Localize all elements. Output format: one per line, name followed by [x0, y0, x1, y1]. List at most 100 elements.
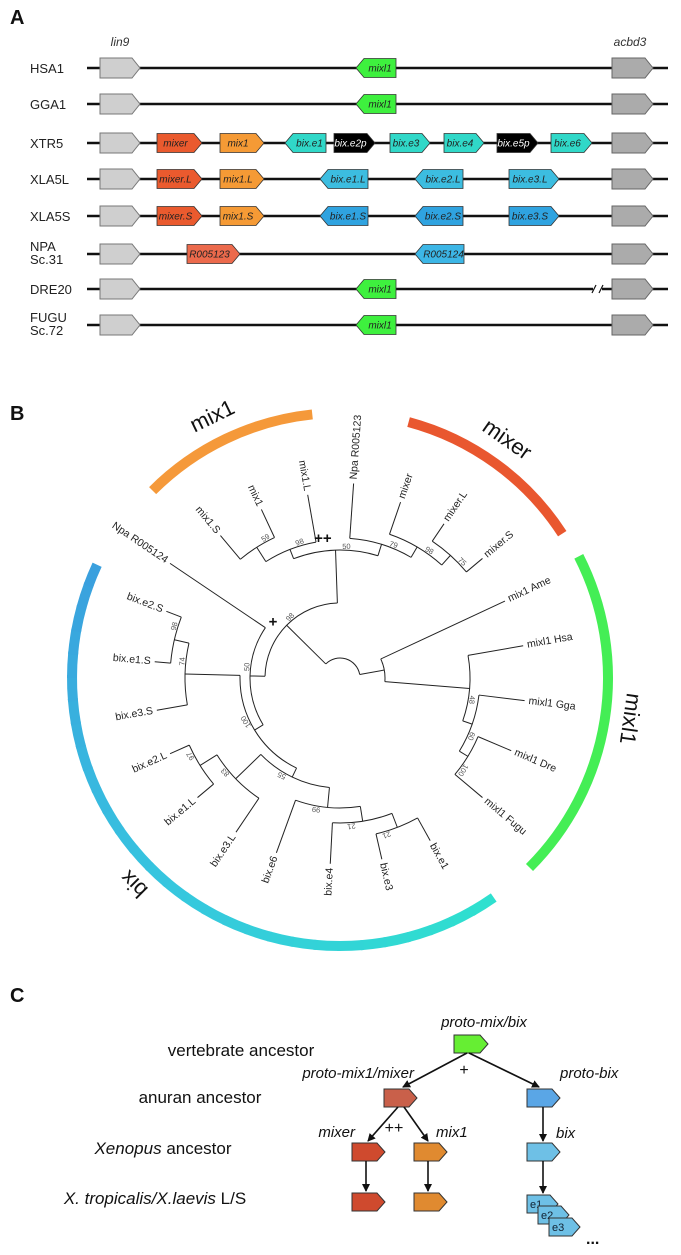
leaf-label: bix.e1.S [112, 652, 151, 667]
tree-branch [377, 544, 382, 556]
tree-branch [275, 799, 297, 853]
panel-b-phylogeny: mix1.S mix1 59 mix1.L 98 mixer.L mixer.S 75 mixe… [67, 394, 647, 951]
clade-label: bix [115, 865, 153, 903]
leaf-label: mixl1 Gga [528, 695, 577, 713]
clade-arc-segment [102, 807, 125, 835]
acbd3-gene [611, 132, 654, 154]
locus-row: FUGU Sc.72 mixl1 [30, 310, 668, 338]
gene-arrow [414, 169, 464, 189]
tree-branch [166, 610, 182, 618]
gene-label: mix1.S [223, 212, 254, 223]
clade-arc-segment [181, 891, 209, 915]
tree-branch [256, 547, 267, 562]
locus-name-line: NPA [30, 239, 56, 254]
gene-mixer-extant [351, 1192, 386, 1212]
lineage-arrow [468, 1052, 540, 1088]
gene-proto-bix [526, 1088, 561, 1108]
leaf-label: mix1 Ame [506, 574, 553, 604]
bootstrap-value: 59 [260, 532, 272, 544]
leaf-label: mixl1 Hsa [526, 631, 574, 651]
leaf-label: bix.e1.L [162, 795, 198, 828]
tree-branch [431, 523, 445, 542]
bootstrap-value: 98 [169, 621, 180, 631]
acbd3-gene [611, 314, 654, 336]
locus-name-line: XTR5 [30, 136, 63, 151]
tree-branch [410, 546, 418, 558]
bootstrap-value: 100 [239, 714, 253, 729]
gene-arrow [156, 133, 203, 153]
clade-arc-segment [289, 936, 318, 950]
stage-xenopus-italic: Xenopus [93, 1139, 162, 1158]
gene-arrow [496, 133, 539, 153]
leaf-label: mix1.L [296, 459, 313, 492]
tree-branch [478, 694, 525, 702]
clade-arc: mix1 [149, 394, 313, 495]
stage-extant-italic: X. tropicalis/X.laevis [63, 1189, 217, 1208]
gene-label: bix.e2.L [425, 175, 460, 186]
acbd3-gene [611, 168, 654, 190]
clade-arc-segment [67, 675, 79, 702]
tree-branch [349, 483, 355, 539]
bootstrap-value: 99 [312, 805, 321, 815]
gene-arrow [414, 244, 465, 264]
tree-branch [329, 822, 333, 864]
gene-label: bix.e3.L [512, 175, 547, 186]
bootstrap-value: 50 [242, 663, 251, 672]
gene-arrow [550, 133, 593, 153]
bootstrap-value: 55 [276, 770, 287, 782]
lin9-gene [99, 57, 141, 79]
leaf-label: mix1.S [193, 504, 223, 536]
gene-label: bix.e5p [497, 139, 530, 150]
locus-row: XLA5L mixer.L mix1.L bix.e1.L bix.e2.L bix.e3… [30, 168, 668, 190]
locus-name: XTR5 [30, 136, 63, 151]
gene-label: mixl1 [368, 100, 391, 111]
clade-arc: mixer [407, 413, 567, 537]
bootstrap-value: 100 [456, 763, 470, 778]
clade-arc-segment [266, 931, 295, 947]
acbd3-gene [611, 278, 654, 300]
leaf-label: bix.e3 [377, 862, 395, 892]
gene-label: mixer.S [159, 212, 193, 223]
tree-branch [380, 600, 506, 660]
gene-proto-mix1-mixer-label: proto-mix1/mixer [301, 1065, 415, 1082]
duplication-mark: + [269, 613, 278, 630]
clade-arc-segment [162, 877, 190, 902]
locus-name-line: XLA5L [30, 172, 69, 187]
tree-branch [235, 754, 262, 780]
clade-arc: mixl1 [525, 554, 647, 872]
event-second-duplication: ++ [385, 1120, 404, 1137]
gene-label: R005123 [189, 250, 230, 261]
tree-branch [199, 754, 218, 766]
gene-mixer-xenopus-ancestor [351, 1142, 386, 1162]
gene-arrow [219, 206, 265, 226]
tree-branch-arc [389, 533, 443, 566]
bootstrap-value: 48 [467, 695, 477, 704]
tree-branch-arc [293, 549, 379, 560]
locus-name-line: Sc.72 [30, 323, 63, 338]
tree-branch [169, 744, 190, 755]
gene-label: bix.e6 [554, 139, 581, 150]
acbd3-gene [611, 57, 654, 79]
tree-branch [291, 767, 298, 778]
bootstrap-value: 74 [177, 657, 186, 666]
tree-branch [260, 509, 275, 538]
clade-arc-segment [71, 604, 87, 633]
clade-arc-segment [70, 720, 86, 749]
gene-label: mixer.L [159, 175, 191, 186]
lin9-gene [99, 314, 141, 336]
leaf-label: mixer.S [482, 529, 517, 561]
leaf-label: mixer [396, 472, 416, 501]
gene-proto-mix1-mixer [383, 1088, 418, 1108]
tree-branch [327, 787, 330, 808]
clade-arc-segment [448, 905, 477, 927]
gene-proto-mix-bix [453, 1034, 489, 1054]
locus-name: HSA1 [30, 61, 64, 76]
leaf-label: Npa R005124 [110, 520, 171, 566]
flank-left-label: lin9 [111, 35, 130, 49]
gene-mix1-label: mix1 [436, 1124, 468, 1141]
panel-a-letter: A [10, 7, 24, 29]
gene-arrow [389, 133, 431, 153]
tree-branch-arc [239, 675, 297, 769]
stage-anuran-ancestor: anuran ancestor [139, 1088, 262, 1107]
panel-c-letter: C [10, 985, 24, 1007]
